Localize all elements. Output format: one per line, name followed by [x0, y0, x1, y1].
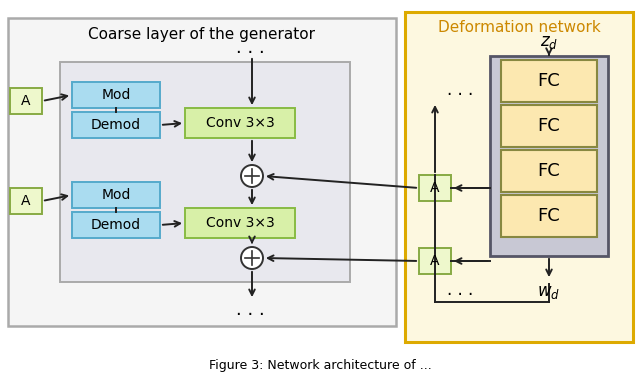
Text: . . .: . . .	[447, 81, 473, 99]
Bar	[72, 212, 160, 238]
Text: FC: FC	[538, 162, 561, 180]
Circle shape	[241, 165, 263, 187]
Bar	[10, 188, 42, 214]
Text: Deformation network: Deformation network	[438, 20, 600, 36]
Bar	[8, 18, 396, 326]
Text: A: A	[21, 94, 31, 108]
Text: A: A	[21, 194, 31, 208]
Text: Conv 3×3: Conv 3×3	[205, 116, 275, 130]
Bar	[501, 105, 597, 147]
Text: FC: FC	[538, 117, 561, 135]
Text: $z_d$: $z_d$	[540, 33, 558, 51]
Text: Demod: Demod	[91, 218, 141, 232]
Bar	[501, 60, 597, 102]
Bar	[72, 182, 160, 208]
Text: Demod: Demod	[91, 118, 141, 132]
Text: . . .: . . .	[447, 281, 473, 299]
Bar	[60, 62, 350, 282]
Text: A: A	[430, 181, 440, 195]
Text: FC: FC	[538, 72, 561, 90]
Text: Mod: Mod	[101, 188, 131, 202]
Bar	[405, 12, 633, 342]
Bar	[501, 150, 597, 192]
Bar	[72, 112, 160, 138]
Bar	[185, 208, 295, 238]
Circle shape	[241, 247, 263, 269]
Text: A: A	[430, 254, 440, 268]
Text: . . .: . . .	[236, 39, 264, 57]
Bar	[419, 175, 451, 201]
Bar	[185, 108, 295, 138]
Text: $w_d$: $w_d$	[538, 283, 561, 301]
Text: Figure 3: Network architecture of ...: Figure 3: Network architecture of ...	[209, 358, 431, 372]
Bar	[10, 88, 42, 114]
Text: Mod: Mod	[101, 88, 131, 102]
Text: Conv 3×3: Conv 3×3	[205, 216, 275, 230]
Bar	[501, 195, 597, 237]
Bar	[419, 248, 451, 274]
Bar	[490, 56, 608, 256]
Bar	[72, 82, 160, 108]
Text: FC: FC	[538, 207, 561, 225]
Text: . . .: . . .	[236, 301, 264, 319]
Text: Coarse layer of the generator: Coarse layer of the generator	[88, 26, 316, 42]
